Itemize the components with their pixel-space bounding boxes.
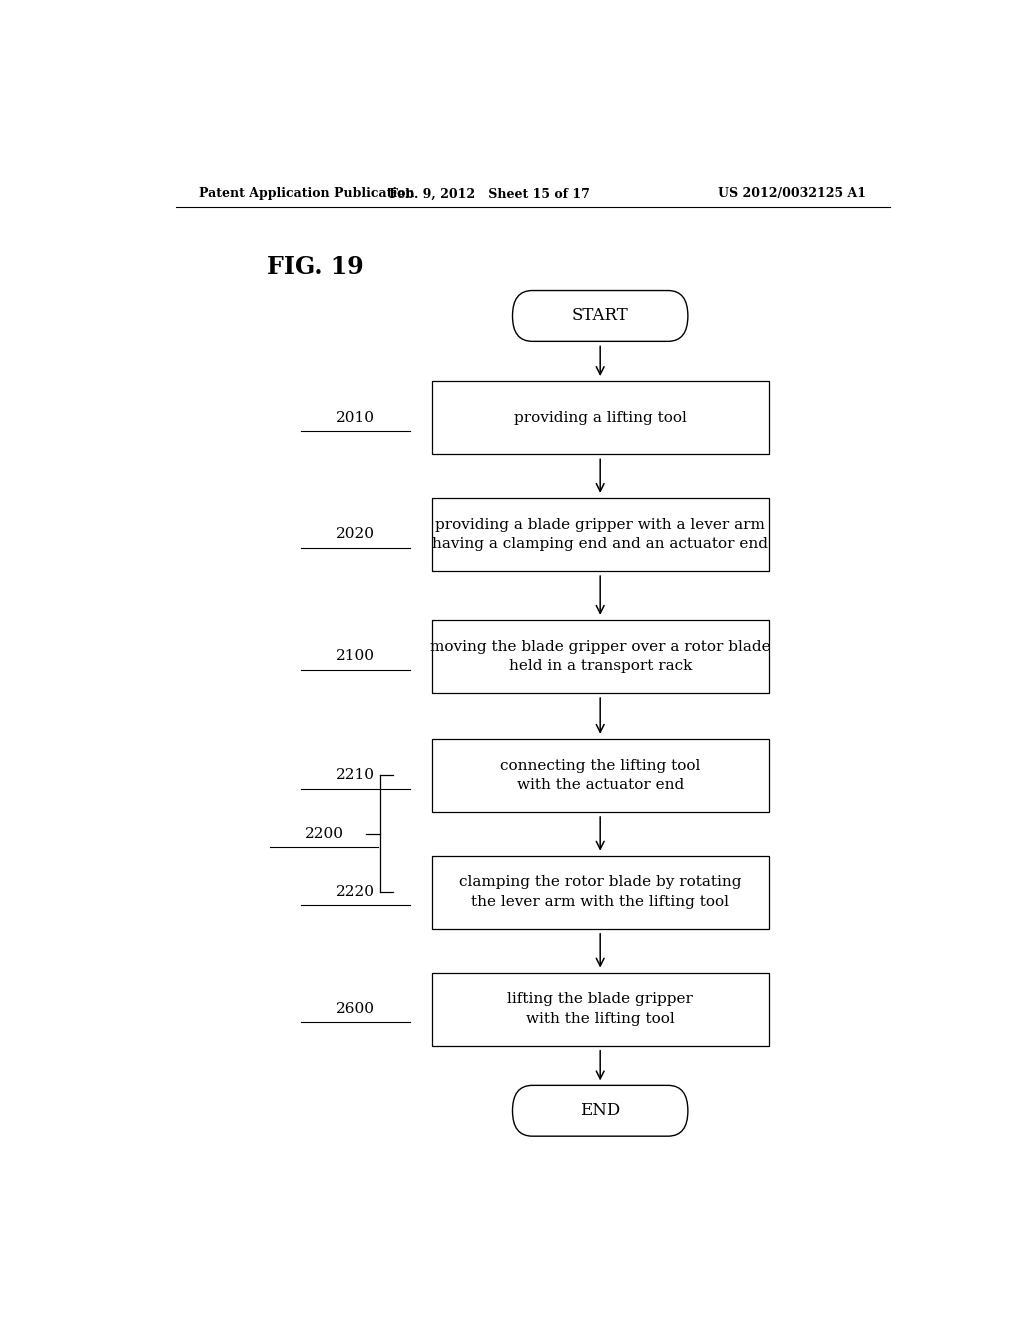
Text: providing a lifting tool: providing a lifting tool [514, 411, 687, 425]
Text: moving the blade gripper over a rotor blade
held in a transport rack: moving the blade gripper over a rotor bl… [430, 640, 770, 673]
FancyBboxPatch shape [431, 620, 769, 693]
FancyBboxPatch shape [431, 855, 769, 929]
Text: Feb. 9, 2012   Sheet 15 of 17: Feb. 9, 2012 Sheet 15 of 17 [389, 187, 590, 201]
Text: END: END [580, 1102, 621, 1119]
Text: 2210: 2210 [336, 768, 375, 783]
Text: providing a blade gripper with a lever arm
having a clamping end and an actuator: providing a blade gripper with a lever a… [432, 517, 768, 552]
Text: US 2012/0032125 A1: US 2012/0032125 A1 [718, 187, 866, 201]
FancyBboxPatch shape [512, 290, 688, 342]
FancyBboxPatch shape [431, 973, 769, 1045]
FancyBboxPatch shape [431, 498, 769, 572]
Text: FIG. 19: FIG. 19 [267, 255, 364, 279]
Text: Patent Application Publication: Patent Application Publication [200, 187, 415, 201]
FancyBboxPatch shape [431, 381, 769, 454]
Text: 2100: 2100 [336, 649, 375, 664]
FancyBboxPatch shape [512, 1085, 688, 1137]
Text: 2600: 2600 [336, 1002, 375, 1016]
Text: 2020: 2020 [336, 528, 375, 541]
Text: clamping the rotor blade by rotating
the lever arm with the lifting tool: clamping the rotor blade by rotating the… [459, 875, 741, 909]
Text: lifting the blade gripper
with the lifting tool: lifting the blade gripper with the lifti… [507, 993, 693, 1026]
Text: 2220: 2220 [336, 886, 375, 899]
Text: 2010: 2010 [336, 411, 375, 425]
Text: connecting the lifting tool
with the actuator end: connecting the lifting tool with the act… [500, 759, 700, 792]
Text: START: START [571, 308, 629, 325]
FancyBboxPatch shape [431, 739, 769, 812]
Text: 2200: 2200 [304, 826, 343, 841]
